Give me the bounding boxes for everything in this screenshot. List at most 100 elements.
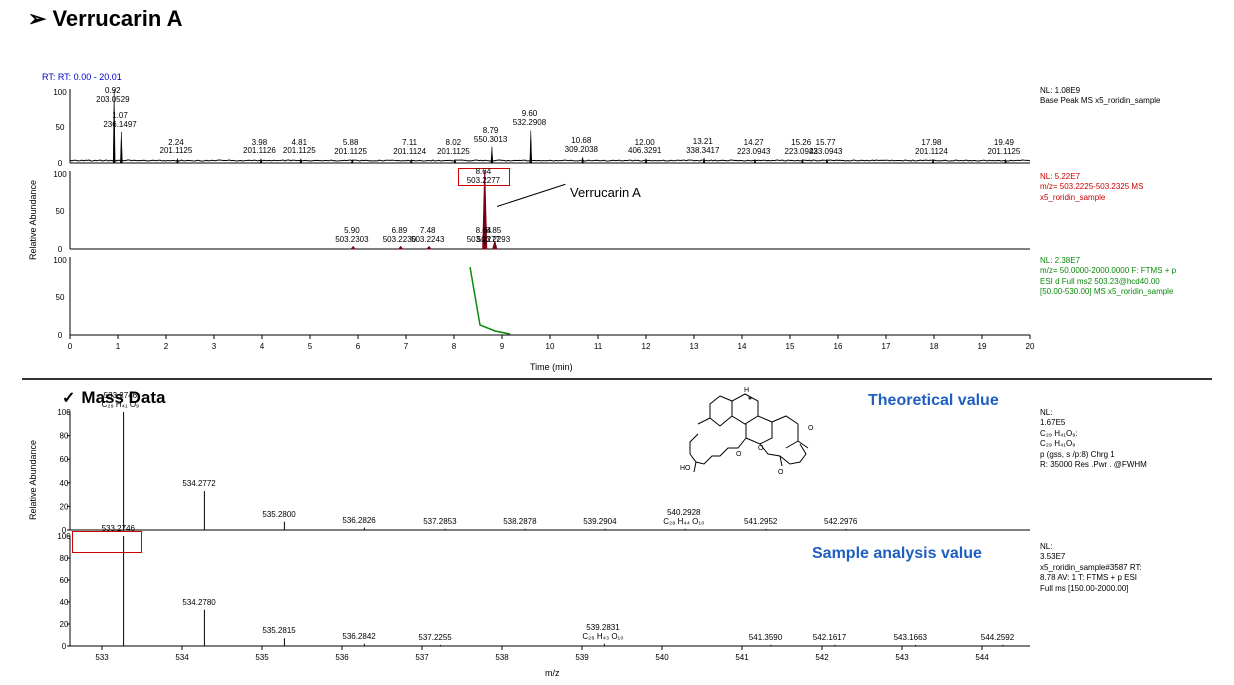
svg-text:100: 100 [53,170,67,179]
svg-text:542: 542 [815,653,829,662]
peak-label: 535.2800 [262,511,295,520]
peak-label: 7.48503.2243 [411,227,444,245]
peak-label: 7.11201.1124 [393,139,426,157]
arrow-icon: ➢ [28,6,46,31]
peak-label: 15.77223.0943 [809,139,842,157]
peak-label: 8.79550.3013 [474,127,507,145]
svg-text:538: 538 [495,653,509,662]
svg-text:40: 40 [60,598,69,607]
peak-label: 536.2826 [342,517,375,526]
svg-text:H: H [744,387,749,394]
svg-text:16: 16 [834,342,843,351]
mass-xlabel: m/z [545,668,560,678]
check-icon: ✓ [62,390,75,407]
svg-text:8: 8 [452,342,457,351]
peak-label: 1.07236.1497 [103,112,136,130]
chrom-side3: NL: 2.38E7 m/z= 50.0000-2000.0000 F: FTM… [1040,256,1176,298]
svg-text:2: 2 [164,342,169,351]
svg-text:1: 1 [116,342,121,351]
svg-text:100: 100 [53,256,67,265]
svg-text:9: 9 [500,342,505,351]
svg-text:4: 4 [260,342,265,351]
svg-text:536: 536 [335,653,349,662]
chrom-ylabel: Relative Abundance [28,180,38,260]
peak-label: 542.2976 [824,518,857,527]
svg-text:15: 15 [786,342,795,351]
svg-text:0: 0 [58,245,63,254]
svg-text:534: 534 [175,653,189,662]
svg-text:539: 539 [575,653,589,662]
svg-text:20: 20 [60,620,69,629]
callout-verrucarin: Verrucarin A [570,185,641,200]
peak-label: 14.27223.0943 [737,139,770,157]
svg-text:60: 60 [60,455,69,464]
page-title: ➢Verrucarin A [28,6,182,32]
svg-text:544: 544 [975,653,989,662]
svg-text:100: 100 [53,88,67,97]
peak-label: 537.2255 [418,634,451,643]
svg-text:20: 20 [60,502,69,511]
svg-text:543: 543 [895,653,909,662]
chrom-xlabel: Time (min) [530,362,573,372]
peak-label: 534.2772 [182,480,215,489]
svg-text:0: 0 [58,331,63,340]
svg-text:0: 0 [58,159,63,168]
chrom-svg: 0 50 100 0 50 100 0 50 100 0123456789101… [42,85,1052,375]
peak-label: 539.2904 [583,518,616,527]
svg-text:50: 50 [56,207,65,216]
peak-label: 5.90503.2303 [335,227,368,245]
svg-text:10: 10 [546,342,555,351]
peak-label: 9.60532.2908 [513,110,546,128]
svg-text:12: 12 [642,342,651,351]
peak-label: 538.2878 [503,518,536,527]
peak-label: 8.02201.1125 [437,139,470,157]
svg-text:13: 13 [690,342,699,351]
svg-text:0: 0 [68,342,73,351]
svg-text:541: 541 [735,653,749,662]
peak-label: 12.00406.3291 [628,139,661,157]
peak-label: 534.2780 [182,599,215,608]
svg-text:3: 3 [212,342,217,351]
peak-label: 543.1663 [894,634,927,643]
svg-text:11: 11 [594,342,603,351]
mass-side-top: NL: 1.67E5 C₂₉ H₄₁O₉: C₂₉ H₄₁O₉ p (gss, … [1040,408,1147,470]
divider [22,378,1212,380]
peak-label: 536.2842 [342,633,375,642]
peak-label: 10.68309.2038 [565,137,598,155]
svg-text:7: 7 [404,342,409,351]
peak-label: 544.2592 [981,634,1014,643]
svg-text:60: 60 [60,576,69,585]
svg-text:100: 100 [57,532,71,541]
peak-label: 17.98201.1124 [915,139,948,157]
highlight-box-mass [72,531,142,553]
svg-text:40: 40 [60,479,69,488]
peak-label: 4.81201.1125 [283,139,316,157]
svg-text:50: 50 [56,293,65,302]
svg-text:535: 535 [255,653,269,662]
mass-ylabel: Relative Abundance [28,440,38,520]
rt-range-label: RT: RT: 0.00 - 20.01 [42,72,122,82]
peak-label: 13.21338.3417 [686,138,719,156]
peak-label: 533.2746 [102,525,135,534]
svg-text:18: 18 [930,342,939,351]
svg-text:5: 5 [308,342,313,351]
peak-label: 533.2746C₂₉ H₄₁ O₉ [102,392,140,410]
peak-label: 541.3590 [749,634,782,643]
svg-text:533: 533 [95,653,109,662]
svg-text:20: 20 [1026,342,1035,351]
svg-text:80: 80 [60,554,69,563]
chrom-side1: NL: 1.08E9 Base Peak MS x5_roridin_sampl… [1040,86,1161,107]
peak-label: 535.2815 [262,627,295,636]
svg-text:0: 0 [62,642,67,651]
svg-text:540: 540 [655,653,669,662]
peak-label: 539.2831C₂₈ H₄₃ O₁₀ [582,624,623,642]
peak-label: 3.98201.1126 [243,139,276,157]
svg-text:19: 19 [978,342,987,351]
peak-label: 19.49201.1125 [988,139,1021,157]
title-text: Verrucarin A [52,6,182,31]
svg-text:6: 6 [356,342,361,351]
peak-label: 0.92203.0529 [96,87,129,105]
svg-text:100: 100 [57,408,71,417]
peak-label: 8.85503.2293 [477,227,510,245]
peak-label: 8.64503.2277 [467,168,500,186]
